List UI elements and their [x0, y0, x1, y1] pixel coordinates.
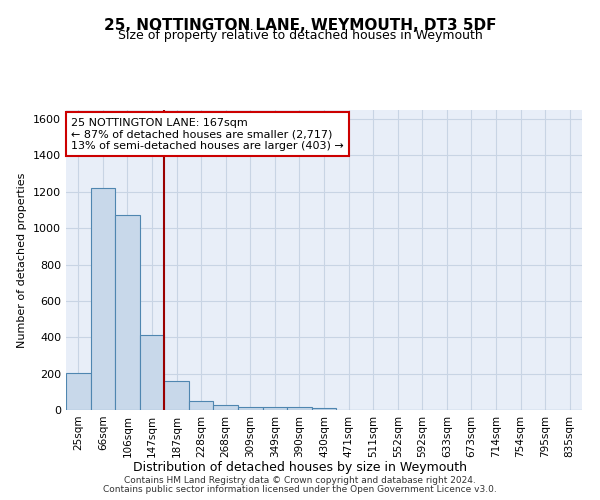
Text: Contains public sector information licensed under the Open Government Licence v3: Contains public sector information licen…: [103, 485, 497, 494]
Bar: [164, 381, 189, 410]
Bar: [189, 401, 214, 410]
Bar: [91, 188, 115, 410]
Bar: [115, 216, 140, 410]
Bar: [214, 405, 238, 410]
Bar: [238, 406, 263, 410]
Text: Distribution of detached houses by size in Weymouth: Distribution of detached houses by size …: [133, 461, 467, 474]
Bar: [66, 373, 91, 410]
Bar: [287, 408, 312, 410]
Text: 25, NOTTINGTON LANE, WEYMOUTH, DT3 5DF: 25, NOTTINGTON LANE, WEYMOUTH, DT3 5DF: [104, 18, 496, 32]
Bar: [263, 408, 287, 410]
Bar: [140, 336, 164, 410]
Bar: [312, 408, 336, 410]
Y-axis label: Number of detached properties: Number of detached properties: [17, 172, 28, 348]
Text: Size of property relative to detached houses in Weymouth: Size of property relative to detached ho…: [118, 29, 482, 42]
Text: 25 NOTTINGTON LANE: 167sqm
← 87% of detached houses are smaller (2,717)
13% of s: 25 NOTTINGTON LANE: 167sqm ← 87% of deta…: [71, 118, 344, 150]
Text: Contains HM Land Registry data © Crown copyright and database right 2024.: Contains HM Land Registry data © Crown c…: [124, 476, 476, 485]
